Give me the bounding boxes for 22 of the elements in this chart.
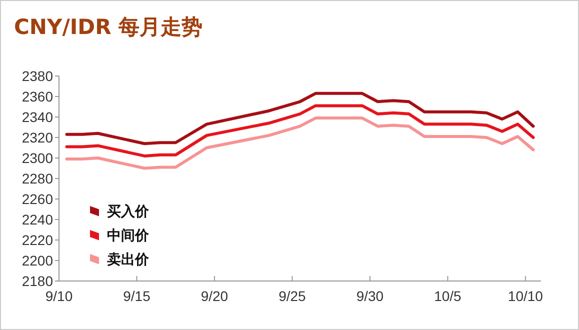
y-tick-label: 2220 — [22, 232, 54, 248]
legend-label: 卖出价 — [107, 252, 150, 268]
x-tick-label: 9/20 — [200, 288, 228, 304]
y-tick-label: 2380 — [22, 68, 54, 84]
y-tick-label: 2180 — [22, 273, 54, 289]
x-tick-label: 10/5 — [434, 288, 462, 304]
y-tick-label: 2280 — [22, 170, 54, 186]
y-tick-label: 2260 — [22, 191, 54, 207]
y-tick-label: 2320 — [22, 130, 54, 146]
x-tick-label: 9/25 — [278, 288, 306, 304]
y-tick-label: 2240 — [22, 212, 54, 228]
x-tick-label: 10/10 — [508, 288, 544, 304]
y-tick-label: 2200 — [22, 252, 54, 268]
x-tick-label: 9/15 — [123, 288, 151, 304]
chart-title: CNY/IDR 每月走势 — [14, 15, 203, 39]
legend-label: 中间价 — [107, 228, 150, 244]
x-tick-label: 9/30 — [356, 288, 384, 304]
legend-label: 买入价 — [107, 204, 150, 220]
y-tick-label: 2340 — [22, 109, 54, 125]
x-tick-label: 9/10 — [45, 288, 73, 304]
y-tick-label: 2360 — [22, 88, 54, 104]
y-tick-label: 2300 — [22, 150, 54, 166]
